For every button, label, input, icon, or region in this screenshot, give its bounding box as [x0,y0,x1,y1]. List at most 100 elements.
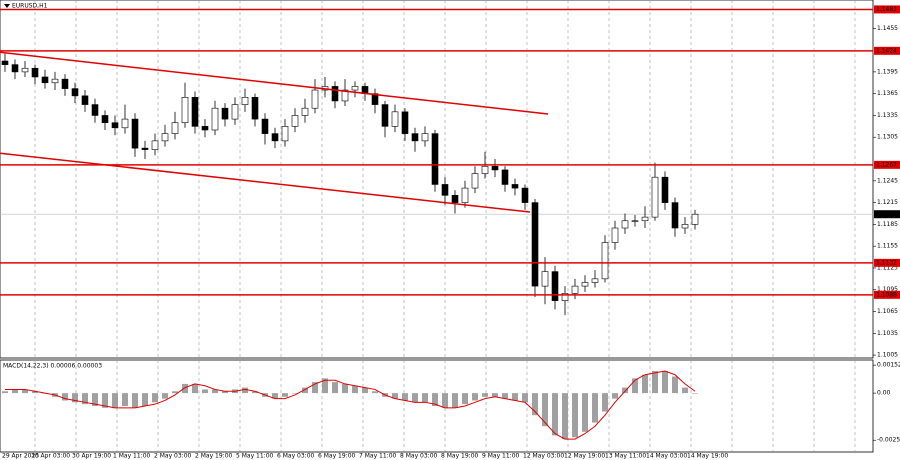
candle-body [481,165,489,174]
macd-bar [602,393,608,412]
macd-bar [432,393,438,406]
macd-bar [282,393,288,397]
candle-body [251,97,259,120]
macd-bar [622,387,628,394]
macd-bar [612,393,618,399]
macd-bar [242,387,248,394]
candle-body [631,220,639,222]
candle-body [81,95,89,105]
macd-bar [142,393,148,406]
candle-body [391,111,399,127]
macd-bar [392,393,398,399]
macd-bar [302,387,308,394]
candle-body [541,271,549,287]
macd-bar [412,393,418,403]
macd-bar [82,393,88,405]
macd-bar [72,393,78,403]
candle-body [151,140,159,150]
level-tag [874,290,900,299]
candle-body [301,107,309,116]
candle-body [561,293,569,301]
macd-bar [652,371,658,394]
macd-bar [162,393,168,399]
macd-bar [472,393,478,401]
y-tick-label: 1.1305 [877,134,898,141]
candle-body [411,133,419,142]
candle-body [581,282,589,287]
candle-body [531,202,539,287]
macd-bar [682,387,688,394]
macd-bar [342,383,348,394]
candle-body [11,64,19,73]
macd-bar [22,389,28,394]
macd-bar [402,393,408,401]
y-tick-label: 1.1155 [877,243,898,250]
price-panel [0,0,874,359]
macd-bar [532,393,538,416]
signal-line [5,370,696,440]
candle-body [351,86,359,91]
macd-bar [112,393,118,408]
x-tick-label: 14 May 19:00 [687,453,728,460]
candle-body [161,133,169,142]
candle-body [131,118,139,149]
macd-bar [92,393,98,406]
x-tick-label: 5 May 11:00 [236,453,274,460]
y-tick-label: 1.1215 [877,199,898,206]
candle-body [341,89,349,102]
macd-bar [172,391,178,394]
candle-body [51,78,59,84]
candle-body [591,278,599,283]
x-tick-label: 30 Apr 03:00 [31,453,70,460]
macd-bar [452,393,458,408]
candle-body [681,224,689,229]
macd-bar [212,389,218,394]
x-tick-label: 6 May 03:00 [277,453,315,460]
y-tick-label: 1.1095 [877,286,898,293]
macd-bar [2,391,8,394]
candle-body [1,60,9,65]
macd-bar [442,393,448,408]
level-label: 1.1481 [876,6,897,13]
candle-body [671,202,679,229]
level-tag [874,258,900,267]
candle-body [141,147,149,150]
y-tick-label: 1.1245 [877,177,898,184]
trend-line [0,51,549,115]
x-tick-label: 1 May 11:00 [113,453,151,460]
candle-body [661,176,669,203]
macd-bar [552,393,558,436]
macd-bar [272,393,278,399]
x-tick-label: 6 May 19:00 [318,453,356,460]
candle-body [311,89,319,109]
level-tag [874,160,900,169]
macd-bar [422,393,428,403]
candle-body [221,107,229,120]
y-tick-label: 1.1035 [877,330,898,337]
candle-body [441,184,449,196]
macd-bar [192,383,198,394]
y-tick-label: 1.1335 [877,112,898,119]
x-tick-label: 29 Apr 2025 [2,453,39,460]
y-tick-label: 0.00 [877,390,891,397]
candle-body [331,86,339,102]
y-tick-label: 1.1395 [877,68,898,75]
macd-bar [692,393,698,394]
candle-body [31,67,39,78]
candle-body [41,76,49,84]
x-tick-label: 2 May 03:00 [154,453,192,460]
x-tick-label: 2 May 19:00 [195,453,233,460]
candle-body [621,220,629,229]
macd-bar [642,374,648,394]
level-label: 1.1132 [876,259,897,266]
candle-body [511,184,519,189]
y-tick-label: 1.1125 [877,264,898,271]
macd-bar [672,376,678,394]
last-price-tag [874,210,900,219]
macd-bar [572,393,578,438]
candle-body [191,97,199,127]
macd-bar [462,393,468,405]
macd-bar [332,382,338,394]
macd-bar [322,378,328,394]
